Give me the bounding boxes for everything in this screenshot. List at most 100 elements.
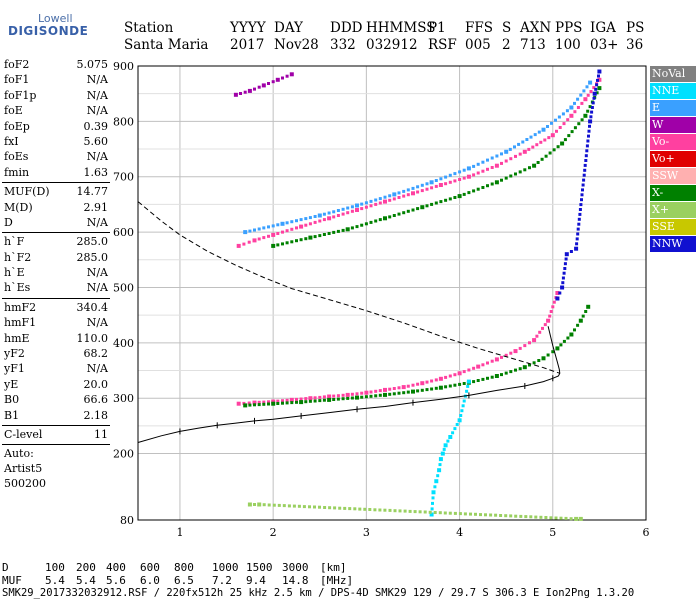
param-row: hmF1 N/A [2,316,110,331]
param-value: N/A [86,73,108,87]
echo-trace [570,130,574,134]
echo-point [522,149,527,154]
echo-trace [514,154,517,158]
echo-trace [455,423,459,426]
param-row: MUF(D) 14.77 [2,185,110,200]
echo-point [355,208,359,212]
echo-trace [524,515,528,519]
echo-trace [257,227,261,231]
auto-scaling-info: Artist5 [4,462,43,476]
echo-trace [444,375,448,379]
echo-trace [290,401,294,405]
param-row: h`Es N/A [2,281,110,296]
echo-trace [368,508,372,511]
echo-trace [364,222,368,226]
echo-trace [559,343,563,347]
header-label: PPS [555,20,583,36]
echo-trace [369,390,373,394]
echo-point [569,105,574,110]
echo-trace [532,361,536,365]
echo-trace [423,510,427,514]
echo-trace [490,359,494,363]
echo-point [555,296,560,301]
y-tick-label: 80 [120,514,134,527]
echo-point [440,451,445,456]
echo-point [236,243,241,248]
echo-trace [248,229,252,233]
echo-trace [458,178,462,181]
echo-trace [535,143,539,147]
echo-trace [582,178,586,182]
echo-point [457,371,462,376]
echo-trace [378,508,382,512]
echo-trace [444,385,448,389]
echo-trace [281,230,284,234]
param-row: foEp 0.39 [2,120,110,135]
separator [2,232,110,234]
echo-trace [576,97,580,101]
param-value: 1.63 [83,165,109,179]
x-tick-label: 4 [456,526,463,539]
echo-trace [388,198,392,202]
echo-trace [262,503,266,507]
echo-point [494,374,499,378]
row-value: 600 [140,561,160,574]
row-value: 1500 [246,561,273,574]
echo-trace [276,402,280,405]
header-label: DDD [330,20,363,36]
echo-trace [343,506,347,510]
echo-trace [594,87,598,91]
echo-trace [247,240,251,244]
echo-point [504,149,509,154]
param-row: M(D) 2.91 [2,201,110,216]
ne-profile-line [137,326,561,443]
echo-trace [369,220,373,224]
echo-point [243,230,248,235]
echo-trace [569,517,573,521]
echo-trace [448,173,452,177]
echo-trace [253,87,256,91]
echo-trace [267,82,270,85]
echo-trace [583,168,587,172]
echo-point [345,392,350,397]
echo-trace [554,516,558,520]
echo-trace [355,392,359,396]
echo-trace [282,504,286,508]
echo-trace [504,514,508,518]
echo-trace [402,391,406,395]
header-label: IGA [590,20,616,36]
echo-trace [548,151,552,155]
echo-trace [559,516,563,520]
param-label: fmin [4,165,30,179]
echo-trace [257,237,261,241]
echo-trace [527,147,531,151]
param-value: N/A [86,316,108,330]
echo-trace [388,392,392,396]
echo-point [592,91,597,96]
echo-point [578,318,583,323]
echo-trace [588,124,591,128]
echo-point [560,285,565,290]
param-row: fmin 1.63 [2,166,110,181]
row-unit: [MHz] [320,574,354,587]
param-value: N/A [86,281,108,295]
param-row: foF2 5.075 [2,58,110,73]
echo-point [233,92,238,97]
echo-trace [575,242,579,246]
echo-point [438,376,443,381]
echo-point [411,191,415,196]
echo-trace [577,122,581,126]
echo-trace [350,392,354,396]
echo-trace [463,512,467,516]
echo-point [541,127,546,132]
echo-trace [564,257,568,261]
param-row: yF1 N/A [2,362,110,377]
echo-trace [536,161,540,164]
echo-trace [425,182,429,186]
echo-trace [425,187,429,191]
separator [2,182,110,184]
echo-point [431,490,436,495]
echo-trace [554,118,557,122]
param-label: yF2 [4,347,25,361]
echo-trace [467,191,471,195]
